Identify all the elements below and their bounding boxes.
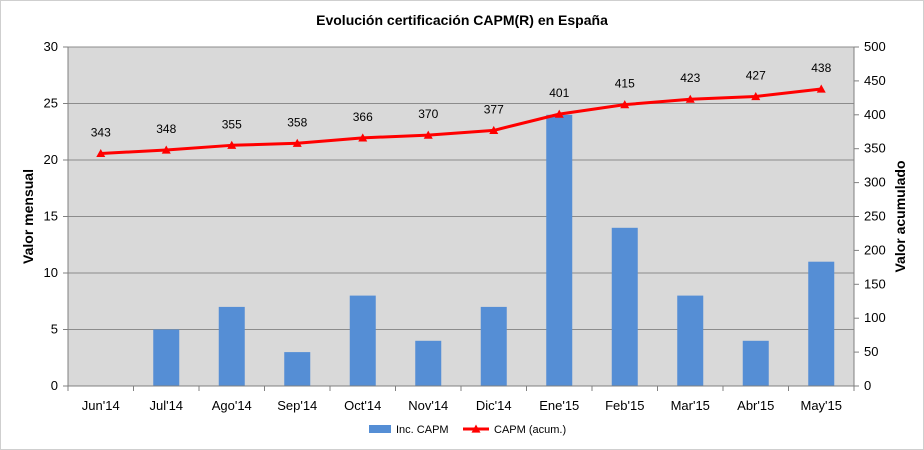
line-path [100, 87, 822, 155]
data-label: 438 [811, 61, 831, 75]
y2-tick-label: 150 [864, 276, 886, 291]
y2-tick-label: 350 [864, 141, 886, 156]
bar [611, 227, 638, 386]
x-tick-label: Jul'14 [149, 398, 183, 413]
line-point [96, 148, 106, 158]
bar-series [153, 114, 835, 387]
y-tick-label: 15 [44, 209, 58, 224]
x-tick-label: Ene'15 [539, 398, 579, 413]
chart-title: Evolución certificación CAPM(R) en Españ… [316, 12, 608, 28]
y2-tick-label: 400 [864, 107, 886, 122]
line-point [620, 100, 630, 109]
bar [742, 340, 769, 386]
bar [153, 329, 180, 386]
legend: Inc. CAPM CAPM (acum.) [369, 424, 566, 436]
bar [546, 114, 573, 387]
x-tick-label: Abr'15 [737, 398, 774, 413]
axes: 0510152025300501001502002503003504004505… [44, 39, 886, 413]
line-point [751, 91, 761, 101]
y-tick-label: 25 [44, 96, 58, 111]
legend-marker-triangle [471, 424, 481, 433]
line-point [423, 130, 433, 139]
y-tick-label: 20 [44, 152, 58, 167]
line-point [685, 94, 695, 103]
data-label: 415 [615, 77, 635, 91]
x-tick-label: Feb'15 [605, 398, 644, 413]
y-tick-label: 10 [44, 265, 58, 280]
bar [218, 306, 245, 386]
x-tick-label: Sep'14 [277, 398, 317, 413]
y2-tick-label: 200 [864, 242, 886, 257]
data-label: 370 [418, 107, 438, 121]
line-series [96, 84, 826, 158]
x-tick-label: Oct'14 [344, 398, 381, 413]
y2-tick-label: 500 [864, 39, 886, 54]
data-label: 348 [156, 122, 176, 136]
y2-tick-label: 450 [864, 73, 886, 88]
line-point [292, 138, 302, 147]
data-labels: 343 348 355 358 366 370 377 401 415 423 427 438 [91, 61, 832, 139]
line-point [816, 84, 826, 93]
y2-tick-label: 250 [864, 209, 886, 224]
y2-axis-title: Valor acumulado [892, 160, 908, 272]
line-point [554, 109, 564, 118]
data-label: 401 [549, 86, 569, 100]
data-label: 358 [287, 115, 307, 129]
x-tick-label: Ago'14 [212, 398, 252, 413]
bar [349, 295, 376, 386]
line-point [161, 145, 171, 154]
x-tick-label: Mar'15 [671, 398, 710, 413]
line-point [227, 140, 237, 149]
data-label: 377 [484, 102, 504, 116]
bar [480, 306, 507, 386]
legend-swatch-bar [369, 425, 391, 433]
data-label: 355 [222, 117, 242, 131]
x-tick-label: Nov'14 [408, 398, 448, 413]
data-label: 343 [91, 125, 111, 139]
legend-label-bar: Inc. CAPM [396, 424, 449, 436]
bar [808, 261, 835, 386]
bar [415, 340, 442, 386]
x-tick-label: Jun'14 [82, 398, 120, 413]
line-point [358, 133, 368, 142]
legend-label-line: CAPM (acum.) [494, 424, 566, 436]
y2-tick-label: 300 [864, 175, 886, 190]
line-point [489, 125, 499, 134]
y2-tick-label: 50 [864, 344, 878, 359]
x-tick-label: Dic'14 [476, 398, 512, 413]
y-tick-label: 5 [51, 322, 58, 337]
y2-tick-label: 100 [864, 310, 886, 325]
data-label: 423 [680, 71, 700, 85]
data-label: 366 [353, 110, 373, 124]
y-axis-title: Valor mensual [20, 169, 36, 264]
y-tick-label: 0 [51, 378, 58, 393]
data-label: 427 [746, 68, 766, 82]
y-tick-label: 30 [44, 39, 58, 54]
gridlines [68, 46, 854, 330]
y2-tick-label: 0 [864, 378, 871, 393]
bar [284, 352, 311, 386]
x-tick-label: May'15 [800, 398, 842, 413]
bar [677, 295, 704, 386]
